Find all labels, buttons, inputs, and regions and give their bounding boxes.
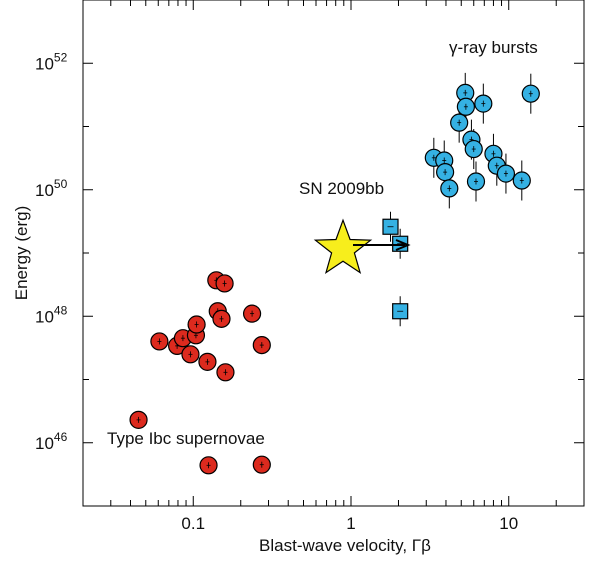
y-tick-label: 1050 [35,177,68,200]
x-tick-label: 1 [346,514,355,533]
axis-tick-labels: 0.1 1 10 1046 1048 1050 1052 [35,50,518,533]
annotation-sn2009bb-label: SN 2009bb [299,179,384,198]
y-tick-label: 1046 [35,430,68,453]
annotation-grb-label: γ-ray bursts [449,38,538,57]
y-axis-label: Energy (erg) [12,206,31,300]
annotation-typeibc-label: Type Ibc supernovae [107,429,265,448]
data-points [129,83,540,475]
x-axis-label: Blast-wave velocity, Γβ [259,536,431,555]
x-tick-label: 10 [499,514,518,533]
y-tick-label: 1052 [35,50,68,73]
sn2009bb-star [313,218,373,275]
axis-ticks [82,0,585,507]
velocity-limit-arrow-head [395,239,411,251]
x-tick-label: 0.1 [181,514,205,533]
y-tick-label: 1048 [35,303,68,326]
